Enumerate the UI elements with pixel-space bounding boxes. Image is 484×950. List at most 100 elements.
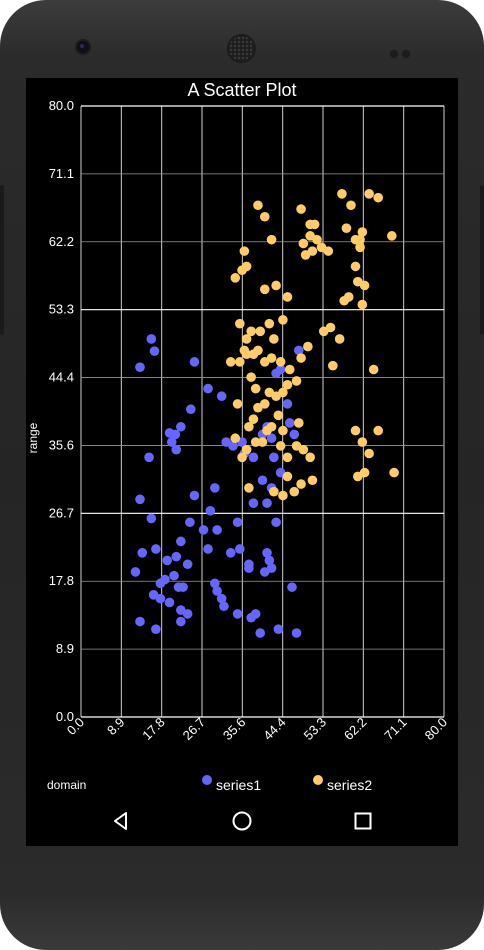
data-point-series2 [271, 280, 281, 291]
data-point-series1 [144, 452, 154, 463]
data-point-series2 [355, 242, 365, 253]
y-tick-label: 44.4 [49, 370, 74, 385]
data-point-series1 [284, 418, 295, 428]
data-point-series2 [334, 334, 345, 344]
data-point-series2 [294, 418, 304, 428]
data-point-series2 [305, 452, 315, 463]
data-point-series2 [312, 234, 322, 245]
y-axis-label: range [26, 422, 40, 453]
data-point-series1 [282, 399, 293, 409]
x-tick-label: 8.9 [104, 715, 127, 738]
data-point-series2 [239, 246, 250, 256]
data-point-series1 [176, 536, 186, 547]
data-point-series2 [373, 192, 384, 203]
grid [80, 105, 445, 718]
data-point-series1 [135, 362, 145, 373]
data-point-series1 [198, 525, 209, 535]
data-point-series1 [130, 567, 141, 577]
data-point-series2 [282, 452, 293, 463]
data-point-series2 [389, 467, 399, 478]
data-point-series1 [264, 555, 275, 566]
data-point-series1 [294, 345, 304, 356]
data-point-series1 [232, 517, 243, 528]
recent-apps-icon[interactable] [348, 806, 378, 836]
data-point-series1 [266, 563, 277, 573]
data-point-series2 [241, 334, 252, 344]
data-point-series2 [296, 353, 306, 363]
chart-title: A Scatter Plot [187, 80, 296, 100]
data-point-series2 [246, 326, 256, 337]
data-point-series2 [275, 357, 286, 367]
screen: A Scatter Plot 0.0 8.9 17.8 26.7 35.6 44.4 53.… [26, 78, 458, 846]
data-point-series2 [282, 379, 293, 390]
data-point-series1 [219, 601, 229, 612]
data-point-series1 [160, 574, 170, 585]
data-point-series2 [250, 383, 261, 394]
data-point-series2 [235, 318, 245, 329]
data-point-series1 [137, 547, 148, 558]
data-point-series2 [291, 376, 302, 386]
data-point-series1 [291, 628, 302, 638]
legend-label: series2 [327, 777, 372, 793]
data-point-series2 [244, 483, 254, 493]
data-point-series1 [203, 544, 213, 554]
data-point-series1 [232, 609, 243, 619]
y-tick-label: 35.6 [49, 437, 74, 452]
data-point-series2 [225, 357, 236, 367]
data-point-series2 [266, 234, 277, 245]
navigation-bar [26, 796, 458, 846]
data-point-series1 [189, 357, 200, 367]
y-tick-label: 53.3 [49, 302, 74, 317]
data-point-series1 [182, 559, 193, 570]
data-point-series2 [364, 448, 374, 459]
x-axis-label: domain [47, 778, 86, 792]
data-point-series1 [146, 334, 157, 344]
data-point-series2 [241, 349, 252, 360]
x-tick-label: 44.4 [260, 715, 289, 744]
y-tick-label: 17.8 [49, 573, 74, 588]
data-point-series2 [259, 211, 270, 222]
y-axis-ticks: 0.0 8.9 17.8 26.7 35.6 44.4 53.3 62.2 71.1 80.0 [49, 98, 74, 724]
data-point-series1 [151, 544, 161, 554]
data-point-series1 [225, 547, 236, 558]
data-point-series2 [237, 452, 247, 463]
data-point-series2 [296, 479, 306, 489]
data-point-series1 [216, 593, 227, 604]
data-point-series2 [230, 433, 241, 444]
data-point-series1 [189, 490, 200, 501]
data-point-series2 [296, 204, 306, 214]
data-point-series2 [235, 357, 245, 367]
side-button [0, 185, 4, 335]
home-icon[interactable] [227, 806, 257, 836]
x-axis-ticks: 0.0 8.9 17.8 26.7 35.6 44.4 53.3 62.2 71.1 80.0 [64, 715, 450, 744]
x-tick-label: 26.7 [180, 715, 209, 744]
data-point-series2 [278, 315, 288, 325]
data-point-series1 [257, 475, 268, 486]
data-point-series2 [284, 364, 295, 375]
data-point-series1 [210, 483, 220, 493]
data-point-series2 [355, 234, 365, 245]
data-point-series2 [253, 402, 263, 413]
data-point-series1 [235, 544, 245, 554]
y-tick-label: 8.9 [56, 641, 74, 656]
back-icon[interactable] [106, 806, 136, 836]
data-point-series1 [266, 433, 277, 444]
data-point-series1 [182, 609, 193, 619]
data-point-series2 [244, 421, 254, 432]
data-point-series1 [171, 444, 182, 455]
y-tick-label: 0.0 [56, 709, 74, 724]
data-point-series2 [275, 441, 286, 451]
data-point-series1 [212, 525, 222, 535]
data-point-series2 [337, 189, 347, 199]
data-point-series1 [262, 547, 272, 558]
data-point-series2 [307, 246, 318, 256]
data-point-series1 [269, 452, 279, 463]
data-point-series1 [186, 404, 196, 415]
data-point-series2 [298, 444, 309, 455]
y-tick-label: 80.0 [49, 98, 74, 113]
data-point-series2 [368, 364, 379, 375]
data-point-series2 [307, 475, 318, 486]
data-point-series2 [298, 238, 309, 249]
data-point-series1 [244, 563, 254, 573]
data-point-series2 [343, 292, 354, 302]
